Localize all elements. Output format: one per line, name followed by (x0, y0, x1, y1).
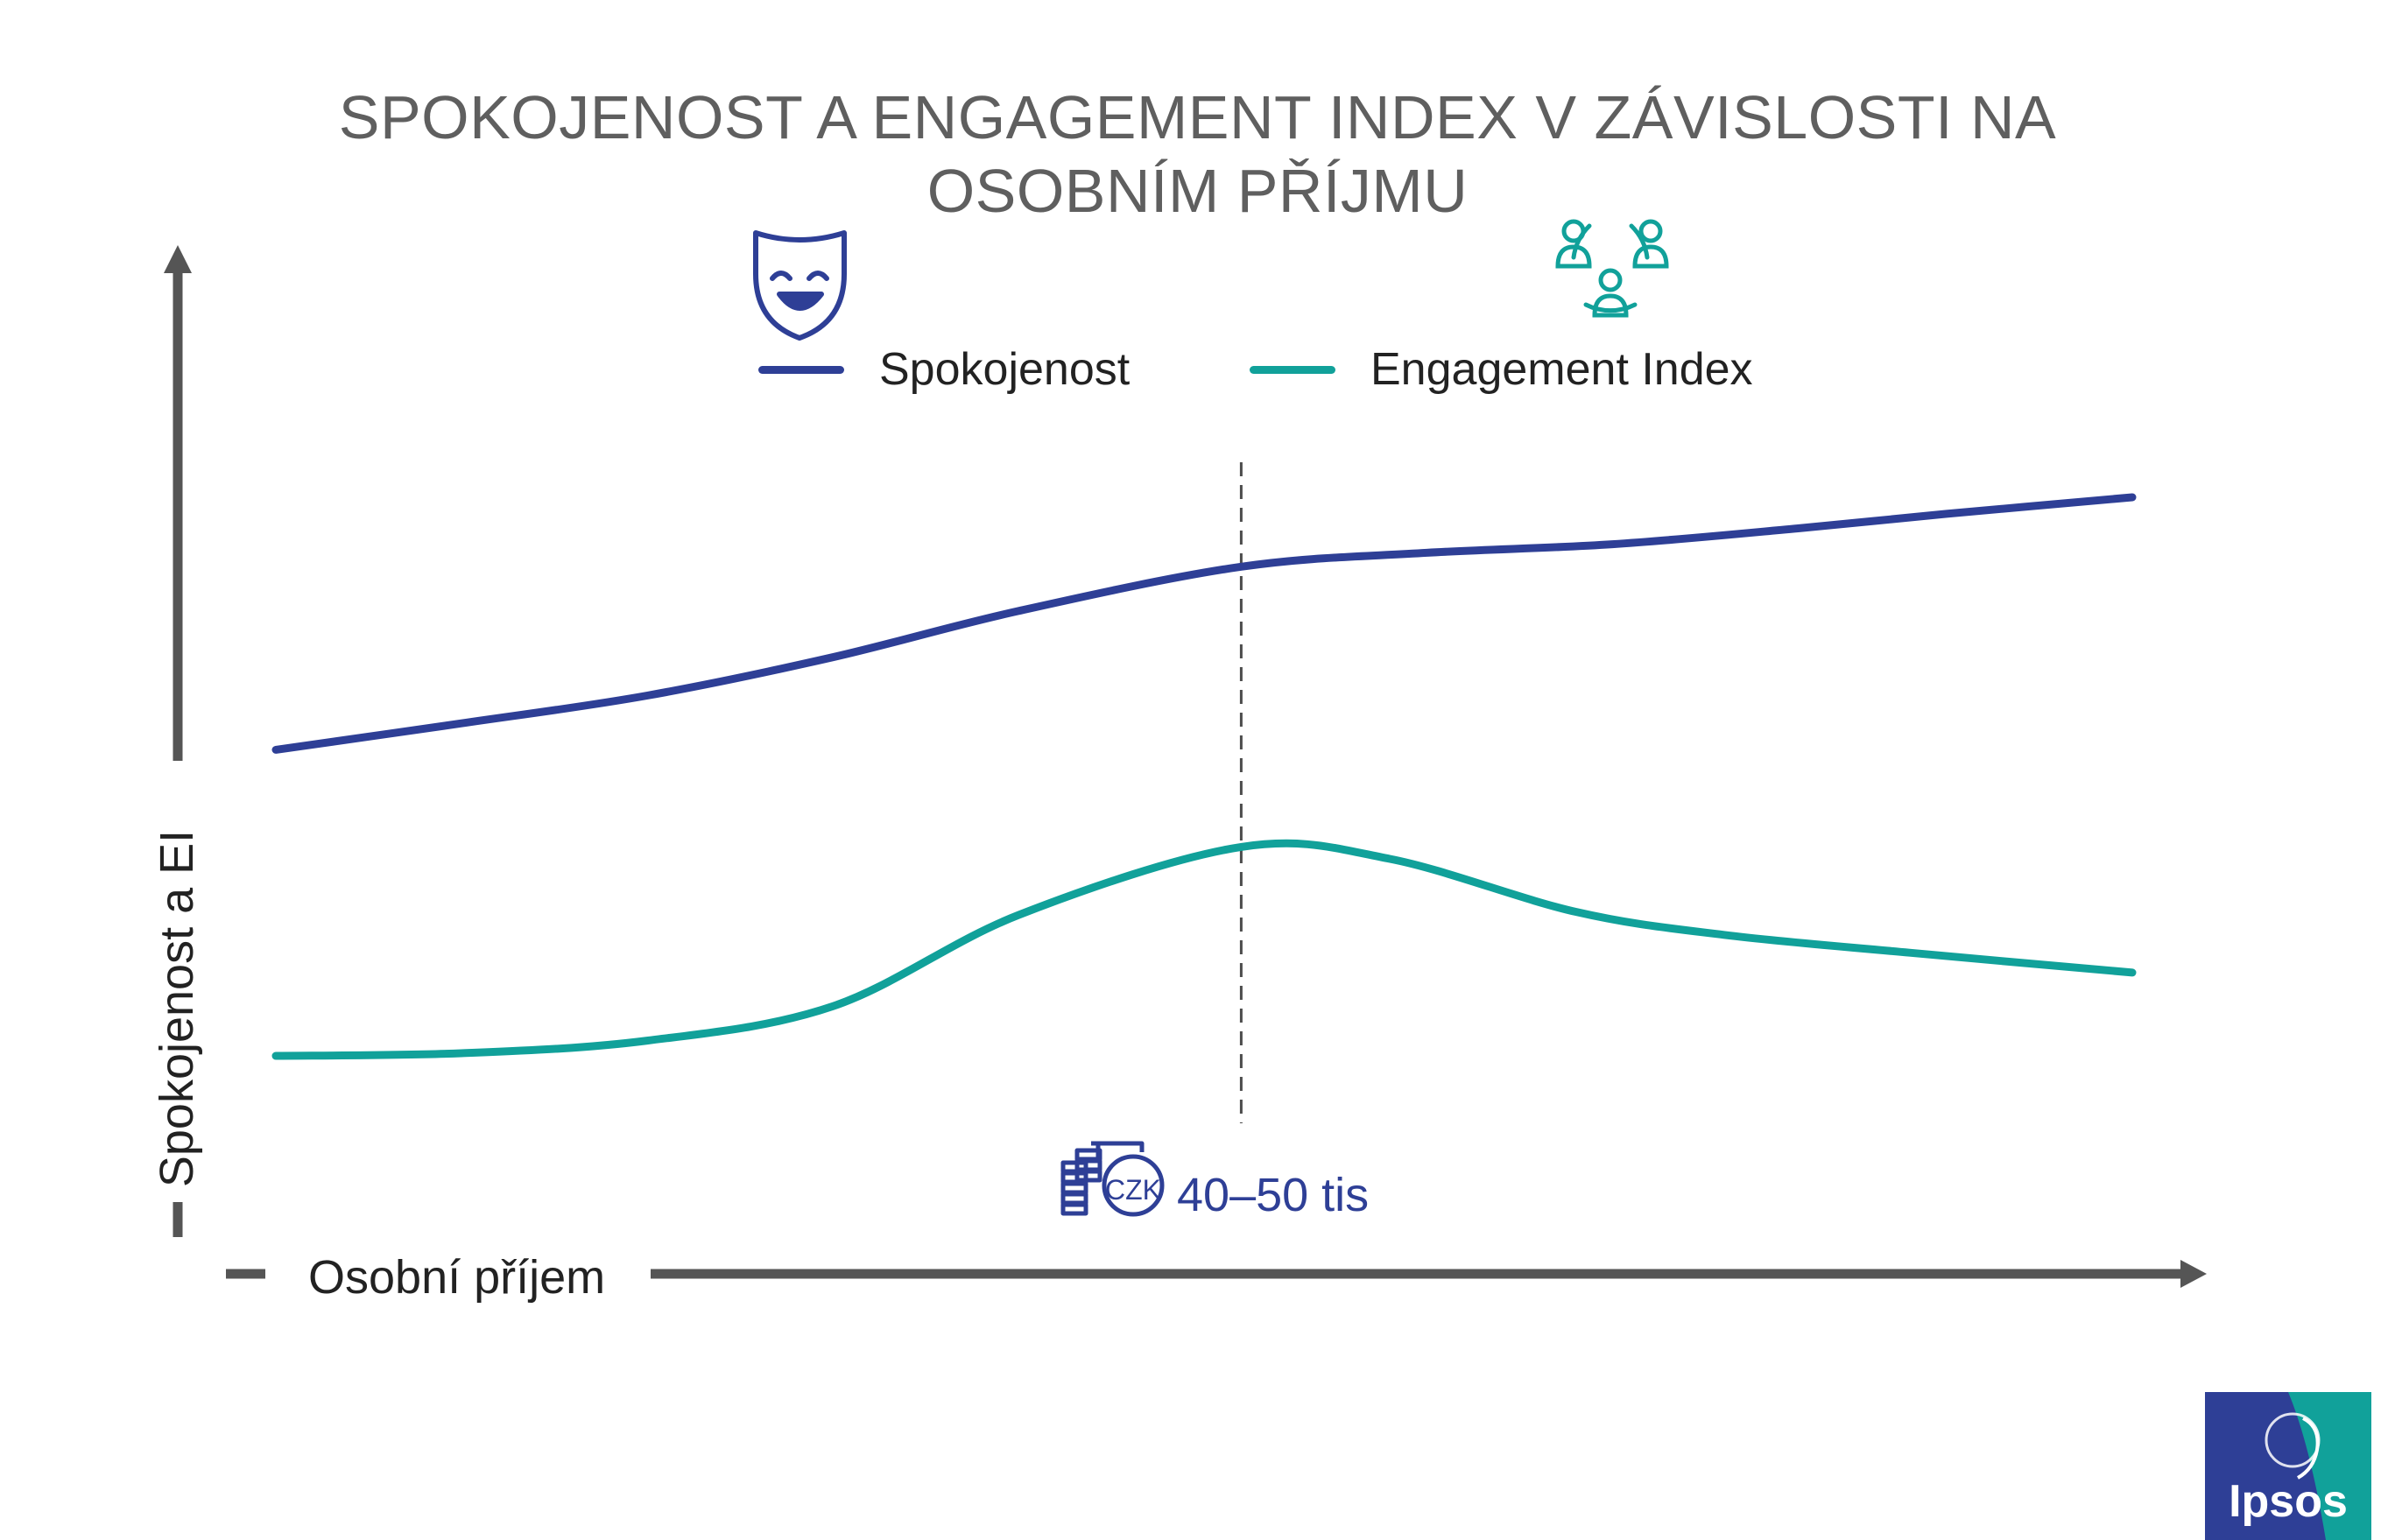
legend-label-spokojenost: Spokojenost (879, 344, 1131, 395)
y-axis-arrowhead (164, 245, 192, 273)
currency-badge-text: CZK (1105, 1174, 1161, 1206)
money-stack-icon (1060, 1141, 1165, 1217)
series-line-engagement-index (271, 839, 2137, 1060)
threshold-label: 40–50 tis (1177, 1169, 1370, 1221)
title-line-1: SPOKOJENOST A ENGAGEMENT INDEX V ZÁVISLO… (338, 83, 2057, 151)
legend-label-engagement-index: Engagement Index (1370, 344, 1753, 395)
title-line-2: OSOBNÍM PŘÍJMU (926, 157, 1469, 225)
legend-swatch-spokojenost (758, 365, 844, 374)
series-line-spokojenost (271, 493, 2137, 754)
x-axis-arrowhead (2180, 1260, 2207, 1288)
legend-swatch-engagement-index (1250, 365, 1335, 374)
people-network-icon (1555, 219, 1669, 318)
y-axis-label: Spokojenost a EI (151, 829, 203, 1188)
legend-item-engagement-index: Engagement Index (1250, 343, 1753, 396)
smiling-mask-icon (753, 230, 847, 341)
legend-item-spokojenost: Spokojenost (758, 343, 1130, 396)
chart-title: SPOKOJENOST A ENGAGEMENT INDEX V ZÁVISLO… (0, 81, 2395, 228)
ipsos-logo-text: Ipsos (2229, 1476, 2348, 1527)
x-axis-label: Osobní příjem (308, 1251, 606, 1304)
ipsos-logo: Ipsos (2205, 1392, 2371, 1540)
ipsos-logo-graphic (2205, 1392, 2371, 1540)
